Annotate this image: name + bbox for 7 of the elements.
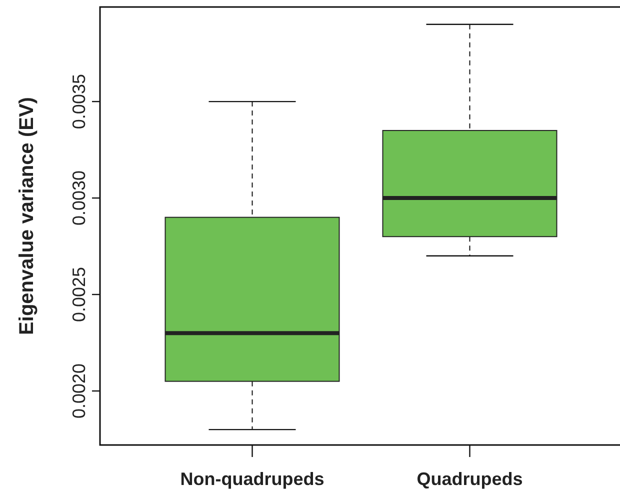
y-axis-title: Eigenvalue variance (EV): [16, 97, 38, 335]
x-tick-label: Quadrupeds: [416, 469, 523, 489]
y-tick-label: 0.0035: [69, 74, 89, 130]
y-tick-label: 0.0030: [69, 170, 89, 226]
y-tick-label: 0.0025: [69, 266, 89, 322]
y-tick-label: 0.0020: [69, 363, 89, 419]
x-tick-label: Non-quadrupeds: [180, 469, 324, 489]
